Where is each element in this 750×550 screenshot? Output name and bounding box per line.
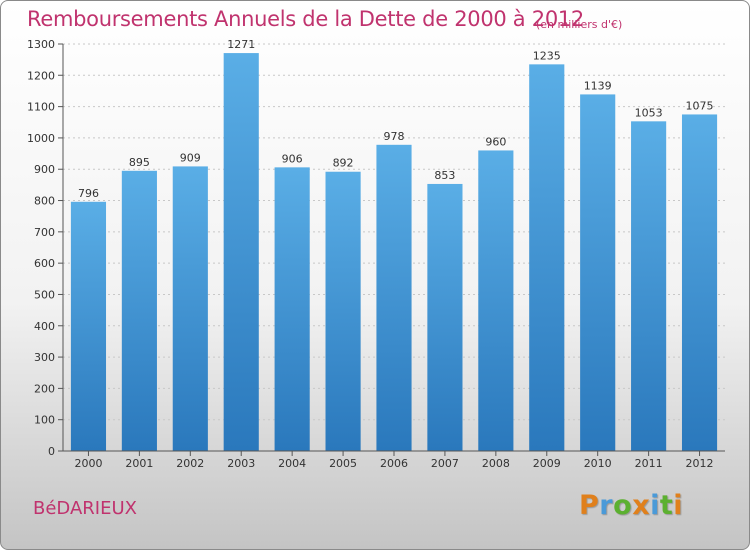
bar-2001[interactable] (121, 170, 157, 452)
y-tick-label: 400 (34, 320, 55, 333)
bar-2009[interactable] (529, 64, 565, 451)
data-label: 853 (434, 169, 455, 182)
logo-letter: i (673, 490, 684, 521)
bar-2002[interactable] (172, 166, 208, 451)
y-tick-label: 0 (48, 445, 55, 458)
y-tick-label: 200 (34, 382, 55, 395)
data-label: 892 (333, 157, 354, 170)
data-label: 906 (282, 152, 303, 165)
bar-2012[interactable] (681, 114, 718, 451)
x-tick-label: 2001 (125, 457, 153, 470)
x-tick-label: 2004 (278, 457, 306, 470)
y-tick-label: 600 (34, 257, 55, 270)
logo-letter: i (650, 490, 660, 521)
y-tick-label: 1300 (27, 38, 55, 51)
bar-2008[interactable] (478, 150, 514, 451)
x-tick-label: 2007 (431, 457, 459, 470)
x-tick-label: 2006 (380, 457, 408, 470)
y-tick-label: 100 (34, 414, 55, 427)
logo-letter: P (579, 490, 600, 521)
bar-series: 796 895 909 1271 906 892 978 853 960 1235 1139 1053… (70, 38, 718, 452)
x-tick-label: 2010 (584, 457, 612, 470)
axes: 0 100 200 300 400 500 600 700 800 900 1000 1100 1200… (27, 38, 725, 470)
logo-letter: x (632, 490, 651, 521)
bar-2010[interactable] (580, 94, 616, 451)
bar-2007[interactable] (427, 183, 463, 452)
bar-2004[interactable] (274, 167, 310, 452)
data-label: 796 (78, 187, 99, 200)
chart-subtitle: (en milliers d'€) (536, 18, 623, 31)
bar-2000[interactable] (70, 201, 107, 451)
x-tick-label: 2000 (74, 457, 102, 470)
data-label: 978 (384, 130, 405, 143)
bar-2006[interactable] (376, 144, 412, 451)
chart-title: Remboursements Annuels de la Dette de 20… (27, 7, 584, 31)
x-tick-label: 2009 (533, 457, 561, 470)
x-tick-label: 2005 (329, 457, 357, 470)
x-tick-label: 2012 (686, 457, 714, 470)
y-tick-label: 800 (34, 195, 55, 208)
bar-2003[interactable] (223, 53, 259, 452)
logo-letter: t (659, 490, 674, 521)
data-label: 1053 (635, 106, 663, 119)
data-label: 960 (485, 135, 506, 148)
x-tick-label: 2002 (176, 457, 204, 470)
x-tick-label: 2008 (482, 457, 510, 470)
bar-2011[interactable] (631, 121, 667, 451)
y-tick-label: 900 (34, 163, 55, 176)
y-tick-label: 300 (34, 351, 55, 364)
logo-letter: r (599, 490, 614, 521)
x-tick-label: 2003 (227, 457, 255, 470)
y-tick-label: 500 (34, 288, 55, 301)
y-tick-label: 1100 (27, 101, 55, 114)
logo-letter: o (613, 490, 633, 521)
data-label: 895 (129, 156, 150, 169)
y-tick-label: 1200 (27, 69, 55, 82)
x-tick-label: 2011 (635, 457, 663, 470)
bar-2005[interactable] (325, 171, 361, 451)
data-label: 909 (180, 151, 201, 164)
data-label: 1235 (533, 49, 561, 62)
data-label: 1139 (584, 79, 612, 92)
data-label: 1075 (686, 99, 714, 112)
y-tick-label: 700 (34, 226, 55, 239)
proxiti-logo[interactable]: Proxiti (579, 490, 683, 521)
data-label: 1271 (227, 38, 255, 51)
city-name: BéDARIEUX (33, 498, 137, 519)
y-tick-label: 1000 (27, 132, 55, 145)
